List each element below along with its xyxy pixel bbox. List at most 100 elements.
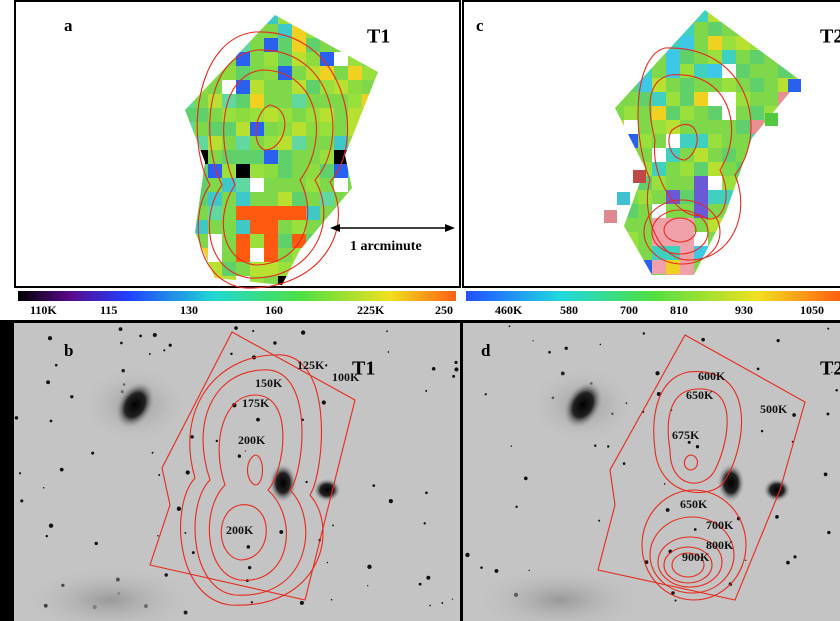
map-pixel: [750, 106, 764, 120]
map-pixel: [617, 192, 630, 205]
star: [423, 522, 426, 525]
star: [695, 445, 700, 449]
map-pixel: [222, 234, 236, 248]
star: [480, 566, 483, 569]
map-pixel: [680, 190, 694, 204]
contour-label: 100K: [332, 370, 360, 384]
star: [367, 564, 372, 569]
map-pixel: [694, 162, 708, 176]
colorbar-tick-label: 580: [560, 303, 578, 317]
map-pixel: [306, 80, 320, 94]
star: [508, 325, 511, 328]
map-pixel: [680, 36, 694, 50]
map-pixel: [638, 134, 652, 148]
map-pixel: [250, 164, 264, 178]
map-pixel: [236, 262, 250, 276]
map-pixel: [208, 122, 222, 136]
map-pixel: [292, 192, 306, 206]
map-pixel: [222, 164, 236, 178]
map-pixel: [250, 94, 264, 108]
map-pixel: [624, 106, 638, 120]
map-pixel: [222, 220, 236, 234]
map-pixel: [736, 64, 750, 78]
panel-tag: T1: [367, 26, 390, 48]
star: [47, 336, 53, 341]
star: [622, 462, 626, 465]
map-pixel: [680, 162, 694, 176]
star: [94, 541, 98, 546]
map-pixel: [334, 136, 348, 150]
map-pixel: [264, 38, 278, 52]
star: [20, 499, 24, 503]
map-pixel: [264, 136, 278, 150]
star: [139, 334, 142, 338]
map-pixel: [264, 94, 278, 108]
star: [831, 371, 833, 373]
map-pixel: [694, 36, 708, 50]
map-pixel: [694, 50, 708, 64]
map-pixel: [236, 66, 250, 80]
map-pixel: [736, 50, 750, 64]
map-c-pixels: [604, 79, 801, 223]
map-pixel: [264, 206, 278, 220]
map-pixel: [278, 122, 292, 136]
map-pixel: [680, 148, 694, 162]
colorbar-tick-label: 930: [735, 303, 753, 317]
map-pixel: [208, 164, 222, 178]
star: [299, 600, 304, 605]
arrow-head: [445, 224, 455, 232]
map-pixel: [624, 218, 638, 232]
map-pixel: [278, 178, 292, 192]
star: [756, 367, 760, 371]
map-pixel: [750, 50, 764, 64]
map-pixel: [208, 150, 222, 164]
map-pixel: [250, 38, 264, 52]
map-pixel: [722, 176, 736, 190]
contours-c: [637, 47, 752, 265]
star: [663, 483, 666, 485]
arrow-head: [330, 224, 340, 232]
map-pixel: [638, 246, 652, 260]
star: [656, 391, 661, 397]
map-pixel: [652, 78, 666, 92]
star: [300, 330, 306, 335]
map-pixel: [666, 120, 680, 134]
map-pixel: [334, 94, 348, 108]
map-pixel: [722, 36, 736, 50]
star: [151, 451, 154, 454]
map-pixel: [624, 120, 638, 134]
contour-label: 650K: [686, 388, 714, 402]
star: [827, 327, 830, 330]
contour-label: 200K: [238, 433, 266, 447]
map-pixel: [250, 178, 264, 192]
map-pixel: [208, 178, 222, 192]
map-pixel: [264, 262, 278, 276]
map-pixel: [292, 206, 306, 220]
map-pixel: [652, 232, 666, 246]
map-pixel: [694, 120, 708, 134]
star: [598, 519, 601, 522]
map-pixel: [680, 50, 694, 64]
map-pixel: [194, 220, 208, 234]
map-pixel: [208, 248, 222, 262]
map-pixel: [250, 150, 264, 164]
map-pixel: [680, 134, 694, 148]
map-pixel: [208, 80, 222, 94]
map-pixel: [666, 134, 680, 148]
star: [745, 559, 747, 562]
map-pixel: [250, 52, 264, 66]
map-pixel: [750, 64, 764, 78]
map-pixel: [236, 248, 250, 262]
map-pixel: [306, 192, 320, 206]
map-pixel: [264, 52, 278, 66]
star: [826, 412, 830, 416]
colorbar-tick-label: 810: [670, 303, 688, 317]
map-pixel: [250, 220, 264, 234]
star: [452, 374, 456, 378]
map-pixel: [292, 108, 306, 122]
map-pixel: [604, 210, 617, 223]
map-pixel: [708, 64, 722, 78]
map-pixel: [292, 136, 306, 150]
map-pixel: [292, 80, 306, 94]
